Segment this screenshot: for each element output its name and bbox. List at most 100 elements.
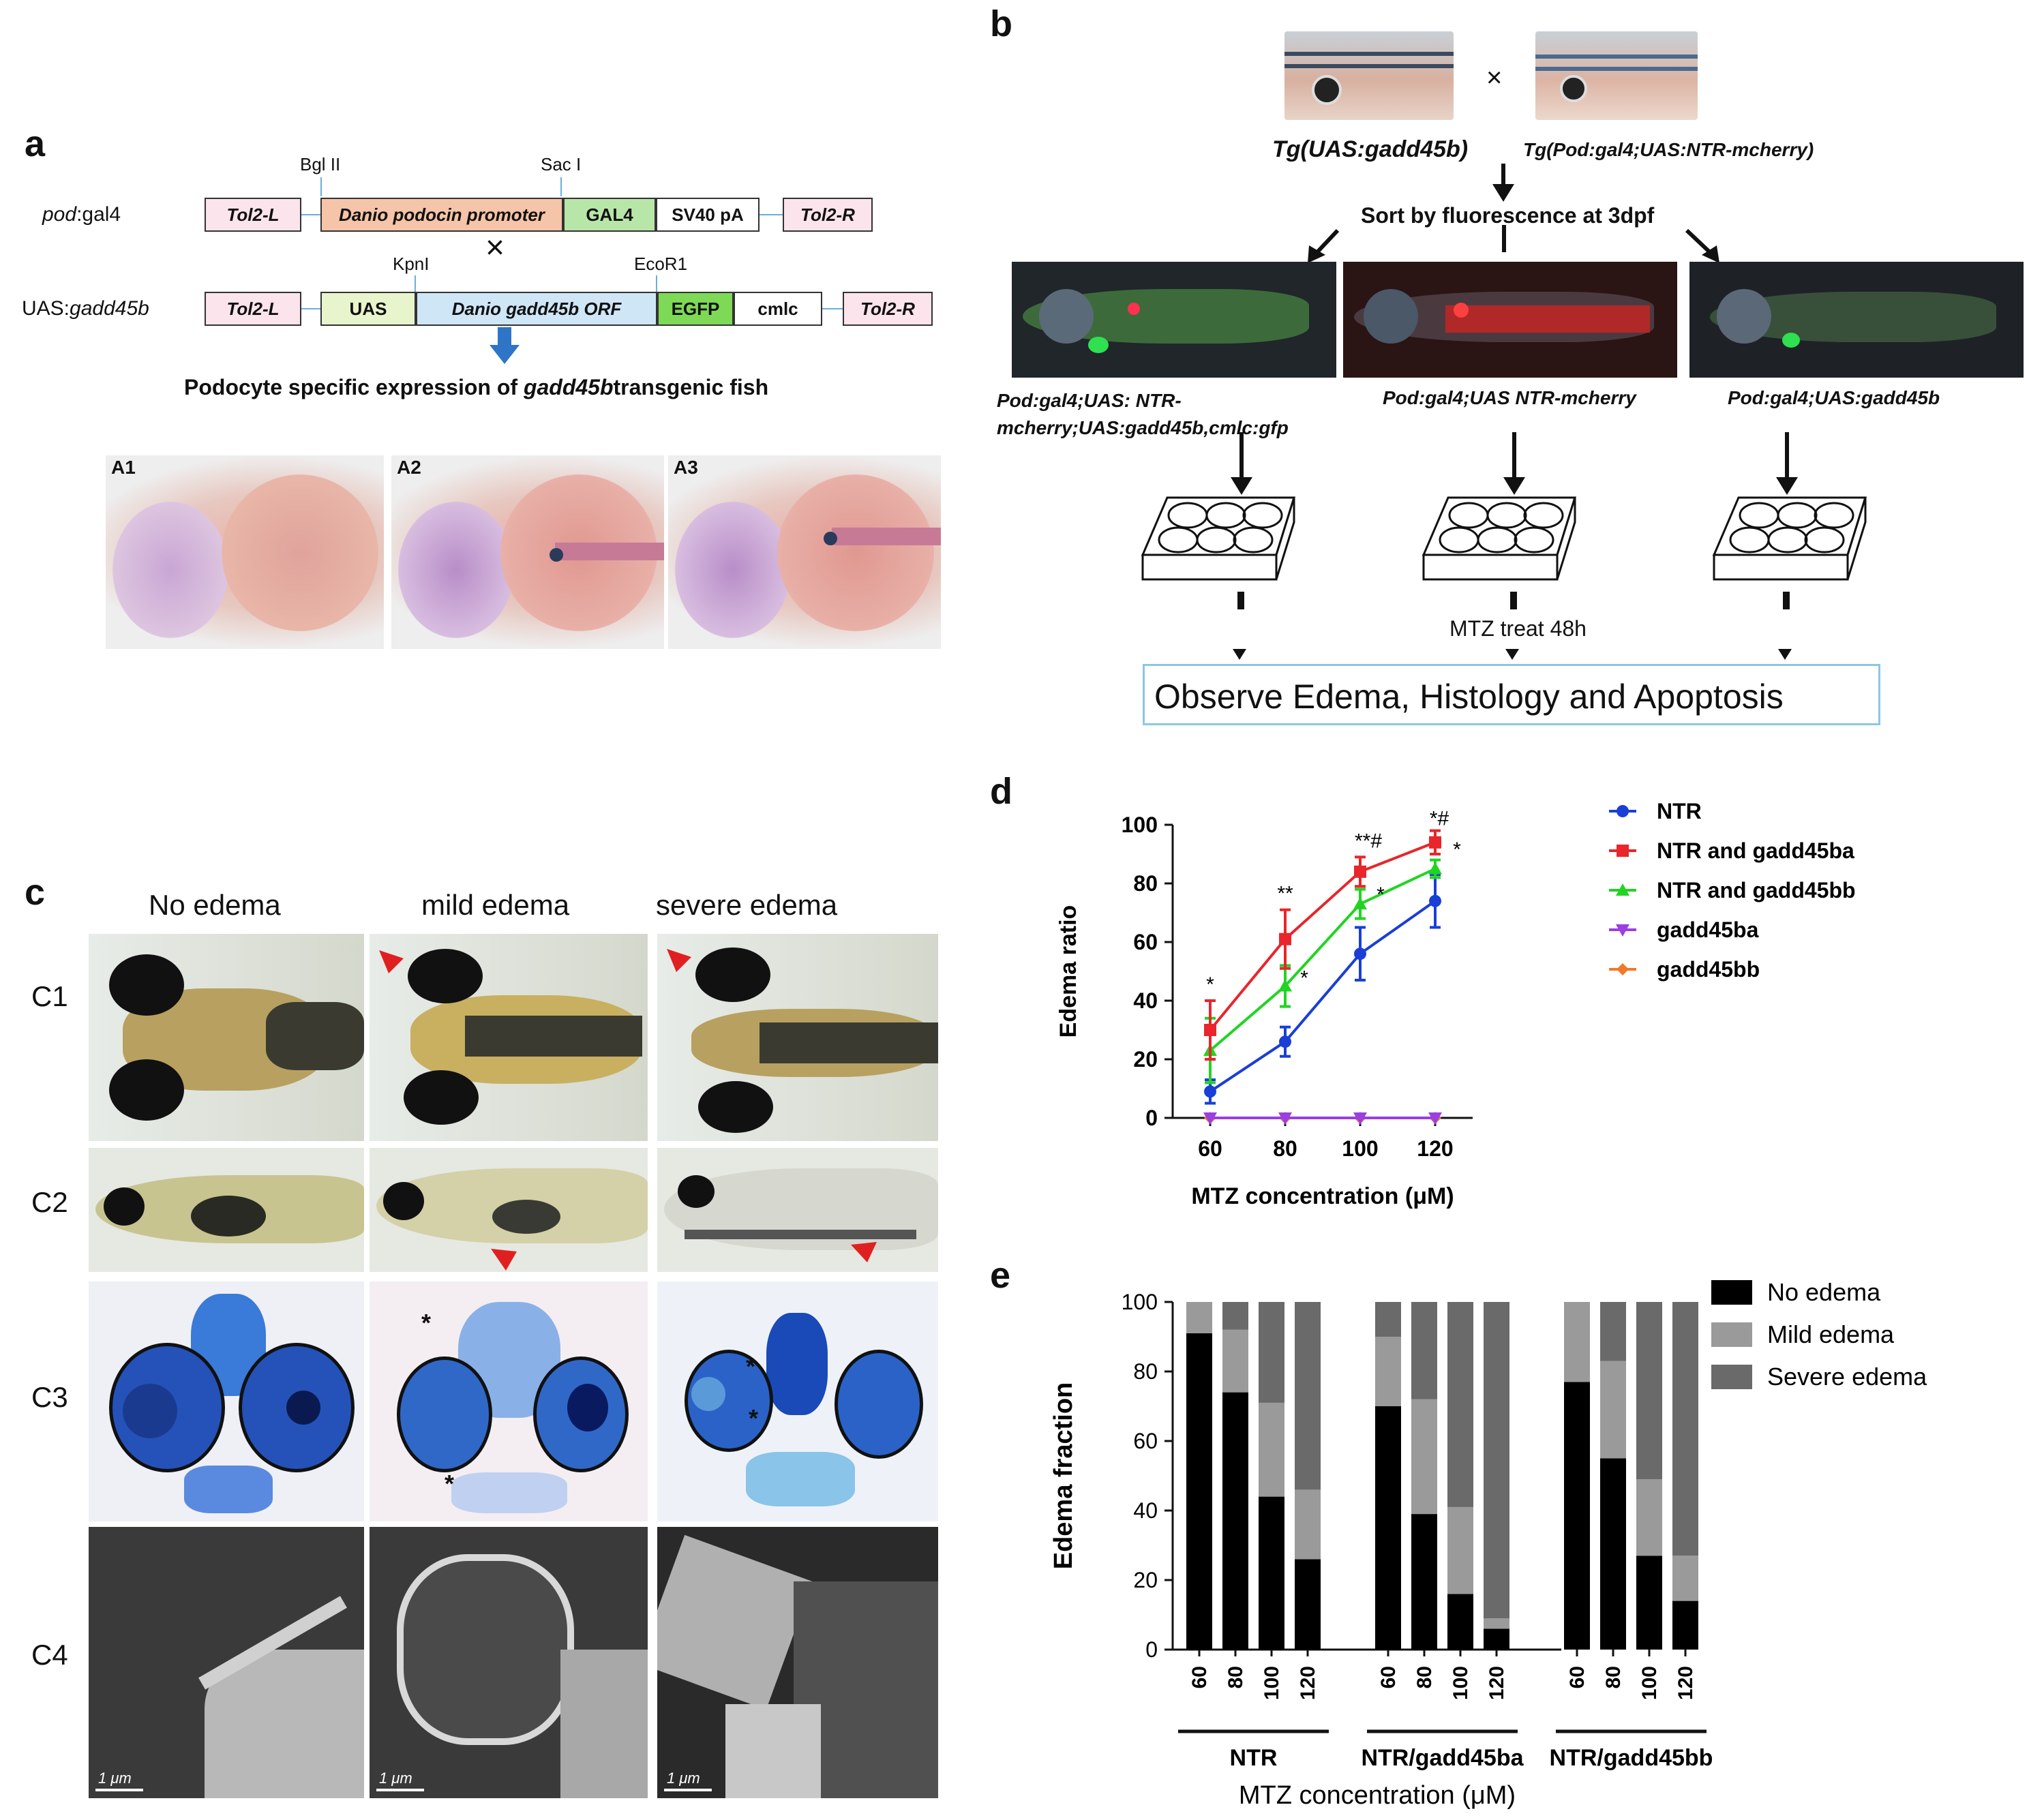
parent2-label: Tg(Pod:gal4;UAS:NTR-mcherry) [1523,139,1814,160]
x-tick-label: 80 [1602,1666,1625,1688]
y-tick-label: 0 [1145,1106,1158,1130]
panel-d-letter: d [990,771,1012,812]
row-label: C2 [31,1186,68,1218]
tol2r-box: Tol2-R [843,292,933,326]
asterisk-marker: * [445,1470,455,1498]
arrow-down-icon [1501,164,1505,184]
legend-label: Severe edema [1767,1363,1927,1391]
x-tick-label: 120 [1486,1666,1508,1700]
x-tick-label: 60 [1377,1666,1400,1688]
y-axis-label: Edema fraction [1049,1382,1078,1570]
panel-e-letter: e [990,1255,1011,1296]
x-tick-label: 80 [1413,1666,1436,1688]
stacked-bar-segment [1295,1559,1321,1650]
stacked-bar-segment [1411,1302,1437,1399]
significance-annotation: * [1453,838,1461,861]
stacked-bar-segment [1259,1496,1284,1650]
y-tick-label: 100 [1122,813,1158,837]
column-label: No edema [149,889,281,921]
c1-severe-edema-image [657,934,938,1141]
c1-mild-edema-image [370,934,648,1141]
c1-no-edema-image [89,934,364,1141]
legend-label: gadd45bb [1657,957,1760,982]
six-well-plate-icon [1712,496,1867,581]
column-label: severe edema [656,889,838,921]
data-point [1428,862,1442,875]
stacked-bar-segment [1222,1392,1248,1650]
observe-text: Observe Edema, Histology and Apoptosis [1154,678,1784,716]
stacked-bar-segment [1259,1302,1284,1403]
y-tick-label: 40 [1133,988,1158,1013]
stacked-bar-segment [1375,1406,1401,1650]
stacked-bar-segment [1600,1458,1626,1650]
x-tick-label: 80 [1273,1136,1297,1161]
legend-label: NTR [1657,799,1702,823]
group-label: NTR [1230,1745,1278,1771]
panel-c-letter: c [25,872,46,913]
row-label: C3 [31,1381,68,1413]
legend-label: NTR and gadd45ba [1657,838,1854,863]
stacked-bar-segment [1447,1594,1473,1650]
arrow-down-icon [490,327,520,364]
x-tick-label: 60 [1188,1666,1211,1688]
stacked-bar-segment [1672,1556,1698,1601]
red-arrowhead-icon [667,949,691,972]
x-tick-label: 60 [1566,1666,1589,1688]
fish-photo-parent2 [1535,31,1698,120]
data-point [1278,979,1292,992]
c2-no-edema-image [89,1148,364,1272]
x-tick-label: 80 [1224,1666,1247,1688]
arrow-down-icon [1231,477,1252,495]
arrow-down-icon [1503,477,1525,495]
y-tick-label: 80 [1133,1359,1158,1384]
data-point [1204,1024,1216,1036]
arrow-down-icon [1505,649,1519,660]
group-label: NTR/gadd45bb [1550,1745,1713,1771]
scale-bar [664,1789,712,1791]
c2-mild-edema-image [370,1148,648,1272]
c2-severe-edema-image [657,1148,938,1272]
cross-symbol: × [485,230,505,266]
scale-bar [95,1789,143,1791]
split-arrows [1308,225,1719,263]
legend-marker [1617,845,1629,857]
insitu-image-a3: A3 [668,455,941,649]
x-tick-label: 100 [1261,1666,1283,1700]
dash [1237,592,1244,609]
stacked-bar-segment [1484,1628,1509,1650]
data-point [1429,836,1441,849]
asterisk-marker: * [749,1404,759,1432]
data-point [1353,897,1367,910]
c4-mild-edema-tem: 1 μm [370,1527,648,1798]
y-tick-label: 80 [1133,871,1158,896]
red-arrowhead-icon [851,1242,877,1262]
cmlc-box: cmlc [734,292,822,326]
y-tick-label: 60 [1133,930,1158,954]
arrow-down-icon [1778,649,1792,660]
scale-bar-label: 1 μm [98,1770,132,1787]
site-tick [320,177,322,196]
red-arrowhead-icon [491,1249,517,1271]
stacked-bar-segment [1484,1618,1509,1629]
y-tick-label: 60 [1133,1429,1158,1453]
row-label: C4 [31,1639,68,1671]
six-well-plate-icon [1141,496,1296,581]
site-label: KpnI [393,254,430,274]
x-axis-label: MTZ concentration (μM) [1239,1781,1516,1810]
significance-annotation: * [1377,883,1385,906]
construct-name: pod:gal4 [42,203,121,226]
stacked-bar-segment [1600,1302,1626,1361]
x-axis-label: MTZ concentration (μM) [1191,1183,1454,1209]
red-arrowhead-icon [379,950,404,973]
gal4-box: GAL4 [563,198,656,232]
six-well-plate-icon [1422,496,1577,581]
larva-fluorescence-image-3 [1689,262,2024,378]
significance-annotation: *# [1430,808,1449,830]
data-point [1354,947,1366,960]
y-tick-label: 20 [1133,1568,1158,1592]
insitu-image-a2: A2 [391,455,664,649]
x-tick-label: 100 [1342,1136,1378,1161]
data-point [1204,1085,1216,1098]
fish-photo-parent1 [1284,31,1454,120]
stacked-bar-segment [1222,1329,1248,1393]
